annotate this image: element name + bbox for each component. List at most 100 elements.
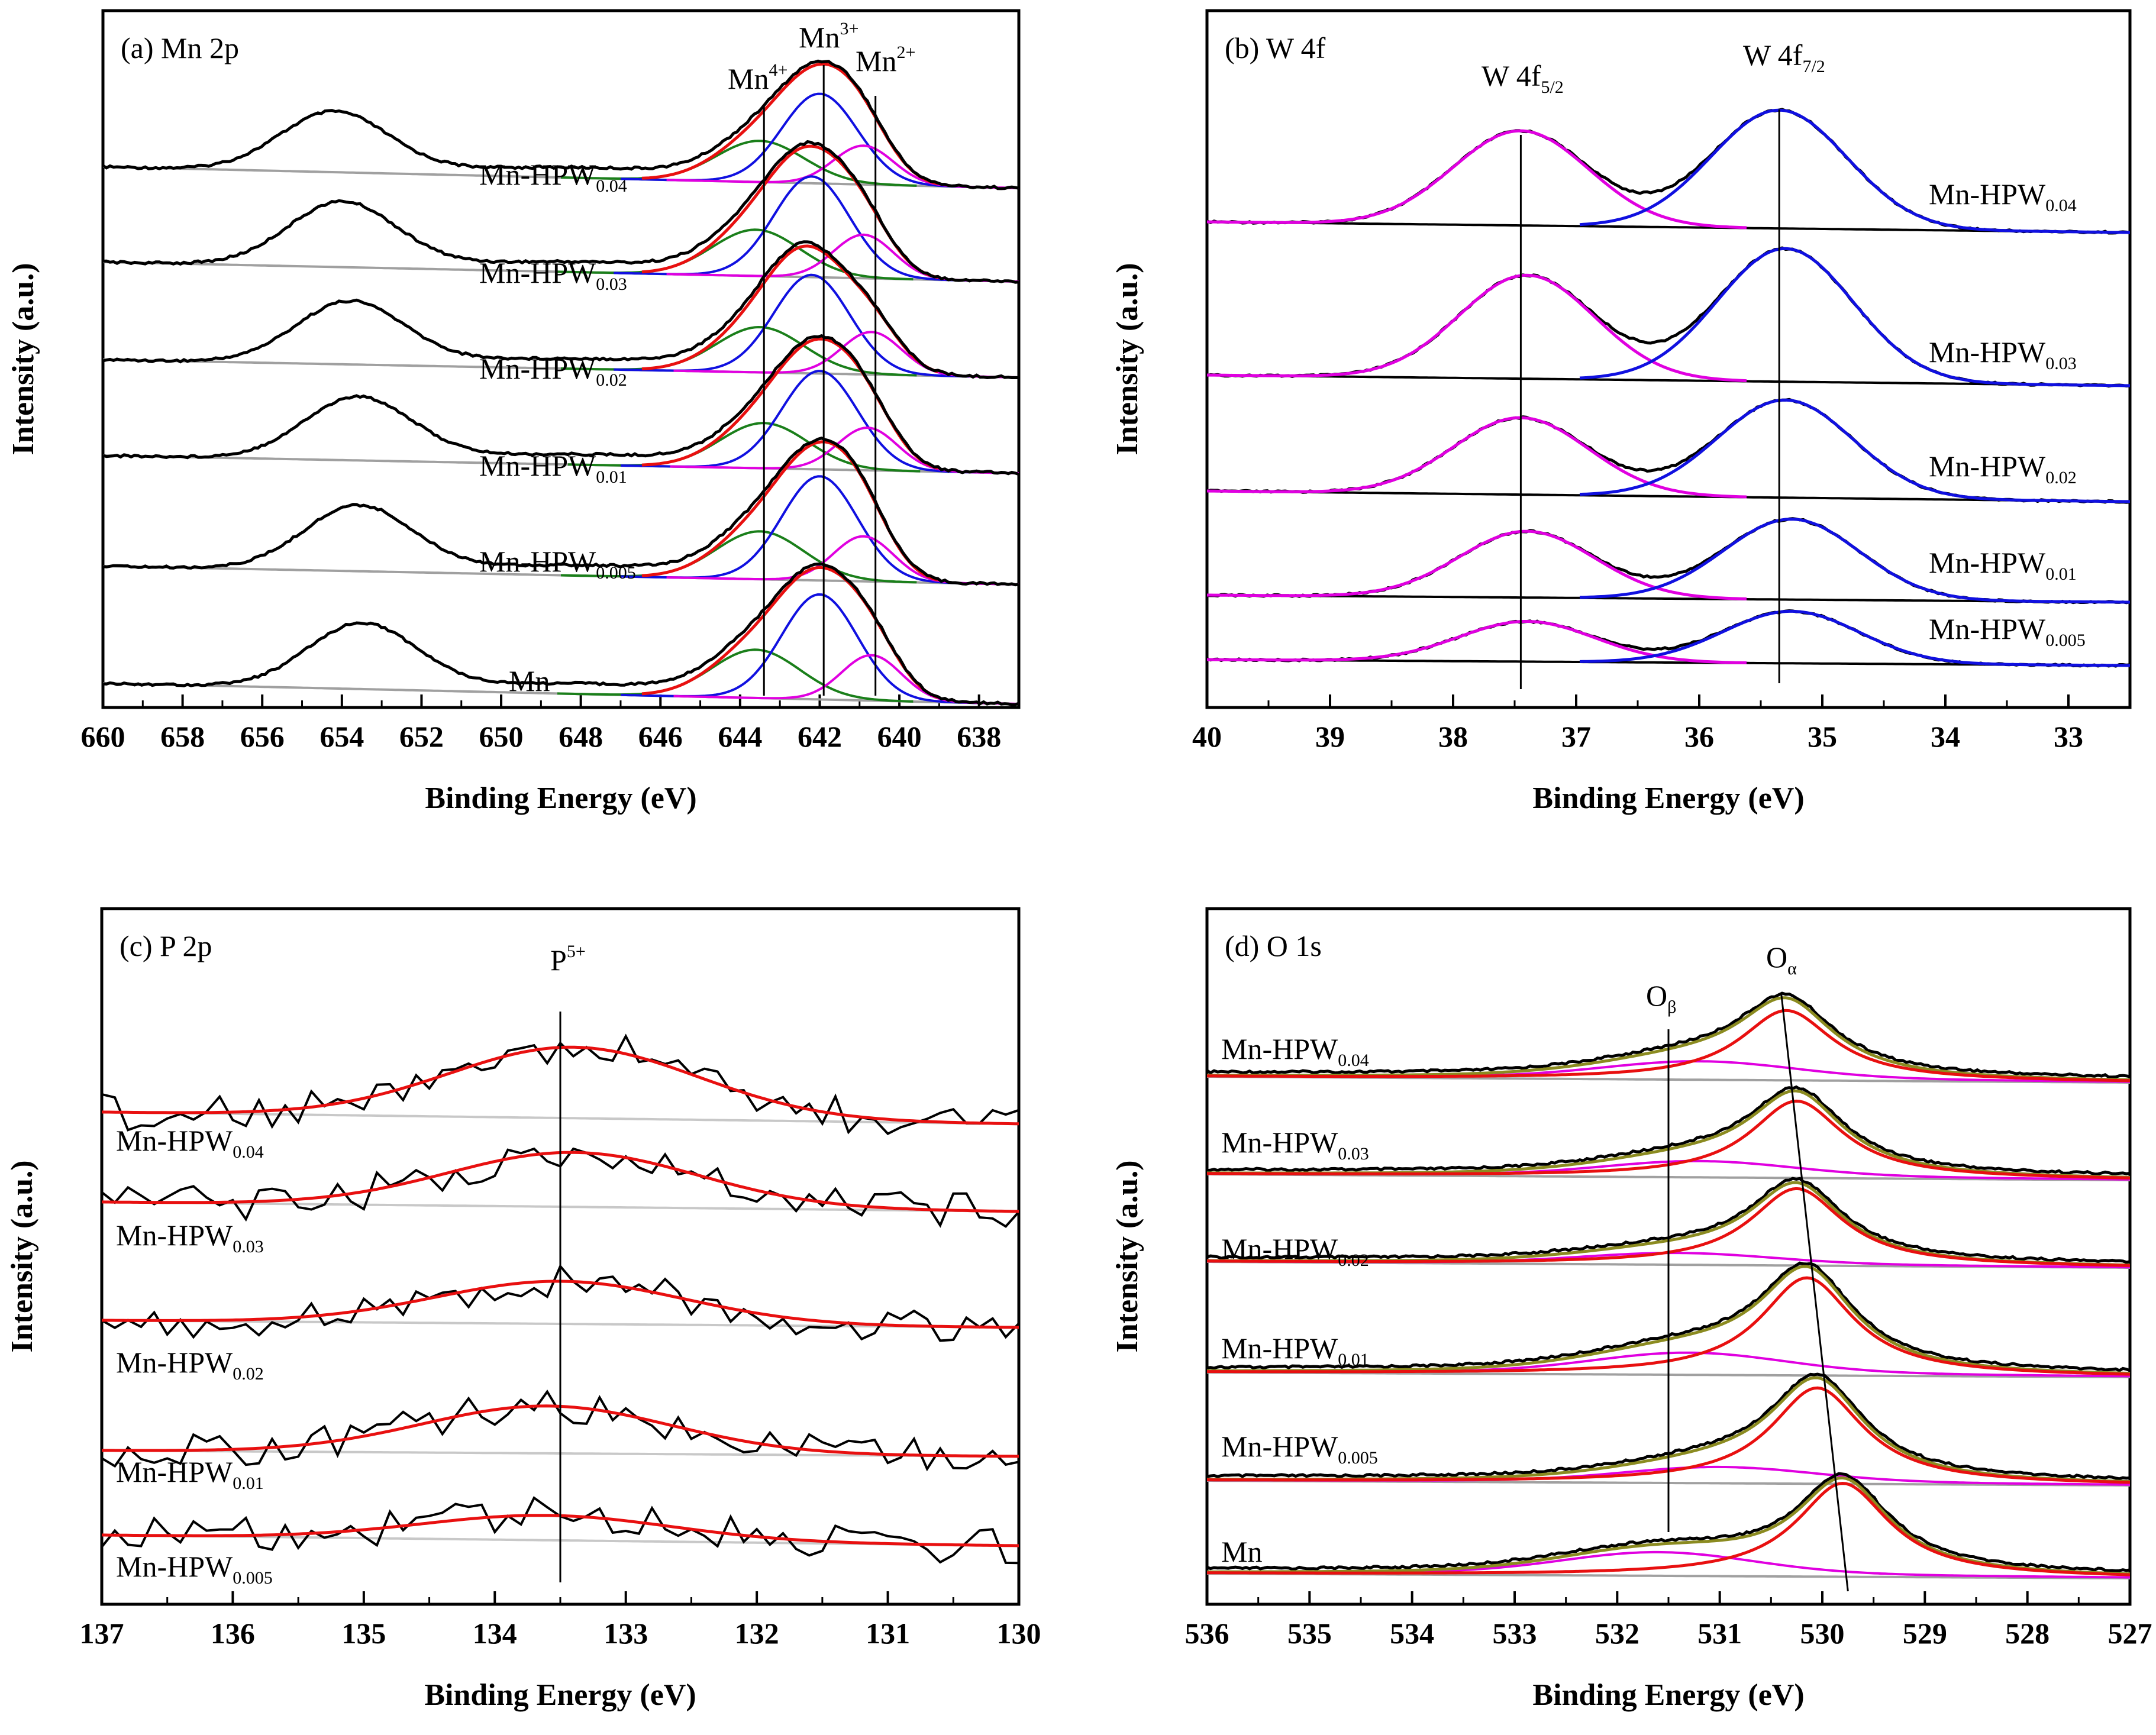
y-axis-title: Intensity (a.u.) <box>5 1160 39 1352</box>
peak-label: Mn4+ <box>728 60 787 95</box>
background-line <box>1206 374 2131 387</box>
series-label: Mn-HPW0.04 <box>116 1124 264 1162</box>
series-mn-hpw-0.005: Mn-HPW0.005 <box>102 437 1019 587</box>
x-tick-label: 535 <box>1287 1617 1332 1650</box>
mn4-fit <box>557 228 914 281</box>
series-label: Mn-HPW0.005 <box>1929 612 2086 650</box>
peak-marker-line <box>1780 993 1849 1592</box>
peak-label: P5+ <box>550 942 586 977</box>
x-tick-label: 131 <box>866 1617 910 1650</box>
w4f72-fit <box>1579 247 2131 387</box>
x-tick-label: 640 <box>877 720 922 753</box>
x-tick-label: 536 <box>1185 1617 1229 1650</box>
x-tick-label: 37 <box>1561 720 1591 753</box>
series-label: Mn-HPW0.02 <box>479 352 627 390</box>
x-axis-title: Binding Energy (eV) <box>424 1678 696 1712</box>
raw-spectrum <box>102 437 1019 587</box>
x-tick-label: 38 <box>1438 720 1468 753</box>
series-label: Mn-HPW0.03 <box>479 256 627 294</box>
x-tick-label: 642 <box>798 720 842 753</box>
x-tick-label: 644 <box>718 720 762 753</box>
w4f52-fit <box>1206 273 1747 383</box>
series-mn-hpw-0.02: Mn-HPW0.02 <box>102 240 1019 390</box>
x-tick-label: 35 <box>1808 720 1837 753</box>
y-axis-title: Intensity (a.u.) <box>1111 263 1144 455</box>
panel-b: 40 39 38 37 36 35 34 33 Binding Energy (eV) Inten… <box>1111 9 2132 815</box>
x-axis: 137 136 135 134 133 132 131 130 <box>80 1591 1041 1650</box>
raw-spectrum <box>1206 1472 2131 1573</box>
series-label: Mn-HPW0.01 <box>479 449 627 487</box>
x-axis: 40 39 38 37 36 35 34 33 <box>1192 694 2083 753</box>
w4f72-fit <box>1579 108 2131 234</box>
series-label: Mn-HPW0.02 <box>116 1346 264 1384</box>
series-label: Mn-HPW0.04 <box>1221 1032 1369 1070</box>
peak-label: Mn3+ <box>799 19 858 54</box>
series-label: Mn-HPW0.005 <box>116 1550 273 1588</box>
mn4-fit <box>557 648 914 703</box>
series-label: Mn-HPW0.005 <box>479 545 636 583</box>
peak-label: Oα <box>1766 941 1797 978</box>
series-label: Mn-HPW0.04 <box>479 158 627 196</box>
w4f52-fit <box>1207 529 1747 600</box>
envelope-fit <box>641 144 938 279</box>
x-tick-label: 652 <box>399 720 444 753</box>
mn2-fit <box>673 654 1019 705</box>
series-mn-hpw-0.01: Mn-HPW0.01 <box>1206 517 2131 605</box>
w4f52-fit <box>1206 129 1747 230</box>
x-tick-label: 530 <box>1800 1617 1845 1650</box>
mn3-fit <box>621 370 977 474</box>
x-tick-label: 36 <box>1684 720 1714 753</box>
series-label: Mn-HPW0.01 <box>1221 1332 1369 1369</box>
mn3-fit <box>614 175 970 282</box>
x-axis-title: Binding Energy (eV) <box>1532 781 1804 815</box>
series-mn-hpw-0.02: Mn-HPW0.02 <box>1206 398 2131 504</box>
background-line <box>1206 221 2131 234</box>
series-label: Mn-HPW0.03 <box>1929 335 2077 373</box>
panel-title: (d) O 1s <box>1225 929 1322 962</box>
mn4-fit <box>567 422 921 473</box>
raw-spectrum <box>1206 108 2131 235</box>
x-tick-label: 650 <box>479 720 524 753</box>
envelope-fit <box>641 566 939 699</box>
x-tick-label: 136 <box>211 1617 255 1650</box>
x-tick-label: 133 <box>603 1617 648 1650</box>
series-label: Mn-HPW0.03 <box>116 1219 264 1256</box>
series-mn-hpw-0.04: Mn-HPW0.04 <box>102 59 1019 196</box>
series-mn-hpw-0.03: Mn-HPW0.03 <box>1206 246 2131 388</box>
plot-frame <box>1205 9 2132 709</box>
peak-label: Mn2+ <box>856 43 915 77</box>
x-tick-label: 33 <box>2054 720 2083 753</box>
raw-spectrum <box>102 240 1019 380</box>
peak-label: W 4f5/2 <box>1482 59 1564 97</box>
background-line <box>102 454 1019 474</box>
series-mn-hpw-0.01: Mn-HPW0.01 <box>102 334 1019 487</box>
x-tick-label: 654 <box>319 720 364 753</box>
series-label: Mn-HPW0.01 <box>116 1455 264 1493</box>
envelope-fit <box>641 440 938 581</box>
x-tick-label: 34 <box>1931 720 1960 753</box>
x-tick-label: 130 <box>997 1617 1041 1650</box>
series-mn-hpw-0.04: Mn-HPW0.04 <box>1206 108 2131 235</box>
series-label: Mn-HPW0.02 <box>1929 450 2077 487</box>
y-axis-title: Intensity (a.u.) <box>7 263 40 455</box>
plot-frame <box>101 9 1021 709</box>
series-mn-hpw-0.005: Mn-HPW0.005 <box>1206 609 2131 668</box>
x-tick-label: 533 <box>1493 1617 1537 1650</box>
w4f52-fit <box>1207 620 1747 664</box>
x-tick-label: 40 <box>1192 720 1222 753</box>
x-tick-label: 134 <box>473 1617 517 1650</box>
x-tick-label: 132 <box>735 1617 779 1650</box>
x-axis: 536 535 534 533 532 531 530 529 528 527 <box>1185 1591 2152 1650</box>
w4f72-fit <box>1579 609 2130 667</box>
panel-title: (b) W 4f <box>1225 31 1326 64</box>
raw-spectrum <box>102 334 1019 476</box>
series-mn: Mn <box>102 562 1019 706</box>
mn3-fit <box>621 475 977 585</box>
x-tick-label: 658 <box>160 720 205 753</box>
raw-spectrum <box>102 59 1019 190</box>
x-tick-label: 39 <box>1315 720 1345 753</box>
x-axis-title: Binding Energy (eV) <box>425 781 696 815</box>
w4f72-fit <box>1579 398 2131 503</box>
panel-a: 660 658 656 654 652 650 648 646 644 642 640 638 Bind… <box>7 9 1021 815</box>
x-tick-label: 648 <box>559 720 603 753</box>
